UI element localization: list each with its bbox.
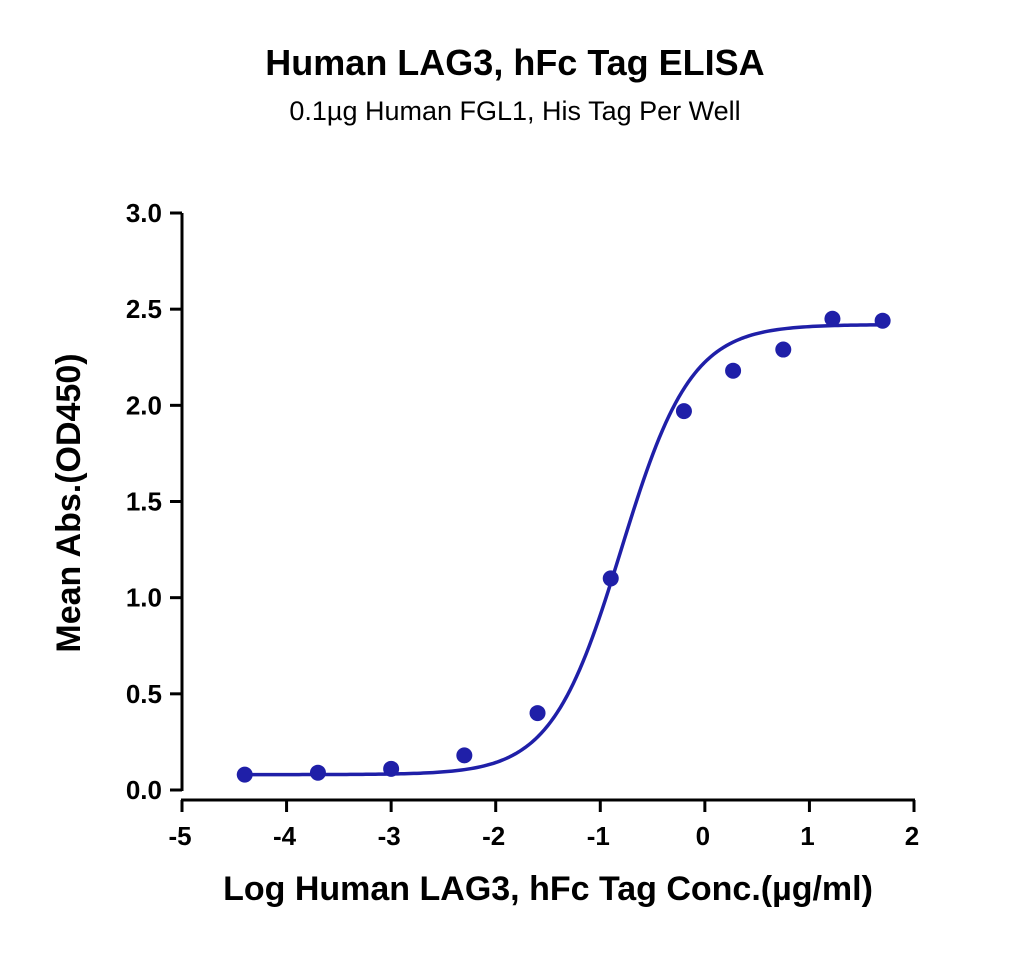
data-points [236,310,891,783]
data-point [775,341,792,358]
data-point [529,705,546,722]
y-tick-label: 1.0 [126,583,162,613]
axes: 0.0 0.5 1.0 1.5 2.0 2.5 3.0 -5 -4 -3 -2 -1 0 1 2 [126,198,919,851]
x-tick-label: -1 [587,821,610,851]
y-tick-label: 0.0 [126,775,162,805]
y-tick-label: 2.5 [126,294,162,324]
data-point [874,312,891,329]
x-tick-label: 2 [905,821,919,851]
fit-curve [244,323,883,777]
data-point [675,403,692,420]
chart-title: Human LAG3, hFc Tag ELISA [265,42,765,83]
y-tick-label: 3.0 [126,198,162,228]
x-tick-label: -5 [168,821,191,851]
x-tick-label: -3 [378,821,401,851]
x-tick-label: -4 [273,821,297,851]
data-point [824,310,841,327]
y-axis-title: Mean Abs.(OD450) [50,353,88,652]
y-tick-label: 0.5 [126,679,162,709]
y-tick-label: 1.5 [126,487,162,517]
x-tick-label: 0 [696,821,710,851]
fit-curve-group [244,323,883,777]
data-point [236,766,253,783]
data-point [456,747,473,764]
x-tick-label: -2 [482,821,505,851]
data-point [309,764,326,781]
y-tick-label: 2.0 [126,390,162,420]
data-point [725,362,742,379]
chart-subtitle: 0.1µg Human FGL1, His Tag Per Well [289,96,741,126]
data-point [383,760,400,777]
data-point [602,570,619,587]
x-tick-label: 1 [800,821,814,851]
x-axis-title: Log Human LAG3, hFc Tag Conc.(µg/ml) [223,870,873,908]
